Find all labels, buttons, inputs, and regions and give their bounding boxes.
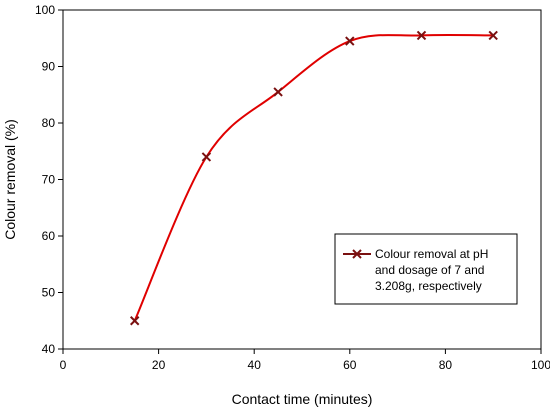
y-tick-label: 60 (42, 229, 56, 243)
y-tick-label: 40 (42, 342, 56, 356)
y-tick-label: 50 (42, 286, 56, 300)
y-axis-ticks: 40 50 60 70 80 90 100 (35, 3, 63, 356)
data-point-marker (129, 316, 140, 326)
legend: Colour removal at pH and dosage of 7 and 3… (334, 233, 518, 305)
y-tick-label: 70 (42, 173, 56, 187)
y-tick-label: 100 (35, 3, 55, 17)
x-tick-label: 0 (60, 358, 67, 372)
x-tick-label: 80 (439, 358, 453, 372)
x-tick-label: 40 (248, 358, 262, 372)
data-point-marker (345, 36, 355, 46)
x-axis-ticks: 0 20 40 60 80 100 (60, 349, 550, 372)
x-tick-label: 100 (531, 358, 550, 372)
legend-marker-icon (352, 249, 362, 259)
y-tick-label: 80 (42, 116, 56, 130)
y-axis-label: Colour removal (%) (2, 119, 18, 240)
legend-label-line: Colour removal at pH (375, 247, 488, 261)
x-tick-label: 20 (152, 358, 166, 372)
y-tick-label: 90 (42, 60, 56, 74)
legend-marker-sample (352, 249, 362, 259)
legend-label-line: and dosage of 7 and (375, 263, 484, 277)
data-point-marker (201, 152, 212, 162)
legend-entry: Colour removal at pH and dosage of 7 and 3… (375, 247, 488, 293)
x-tick-label: 60 (343, 358, 357, 372)
legend-label-line: 3.208g, respectively (375, 279, 482, 293)
data-point-marker (488, 30, 498, 41)
data-point-marker (273, 87, 283, 97)
x-axis-label: Contact time (minutes) (232, 391, 373, 407)
series-markers (129, 30, 498, 326)
legend-box (334, 233, 518, 305)
data-point-marker (416, 30, 427, 41)
